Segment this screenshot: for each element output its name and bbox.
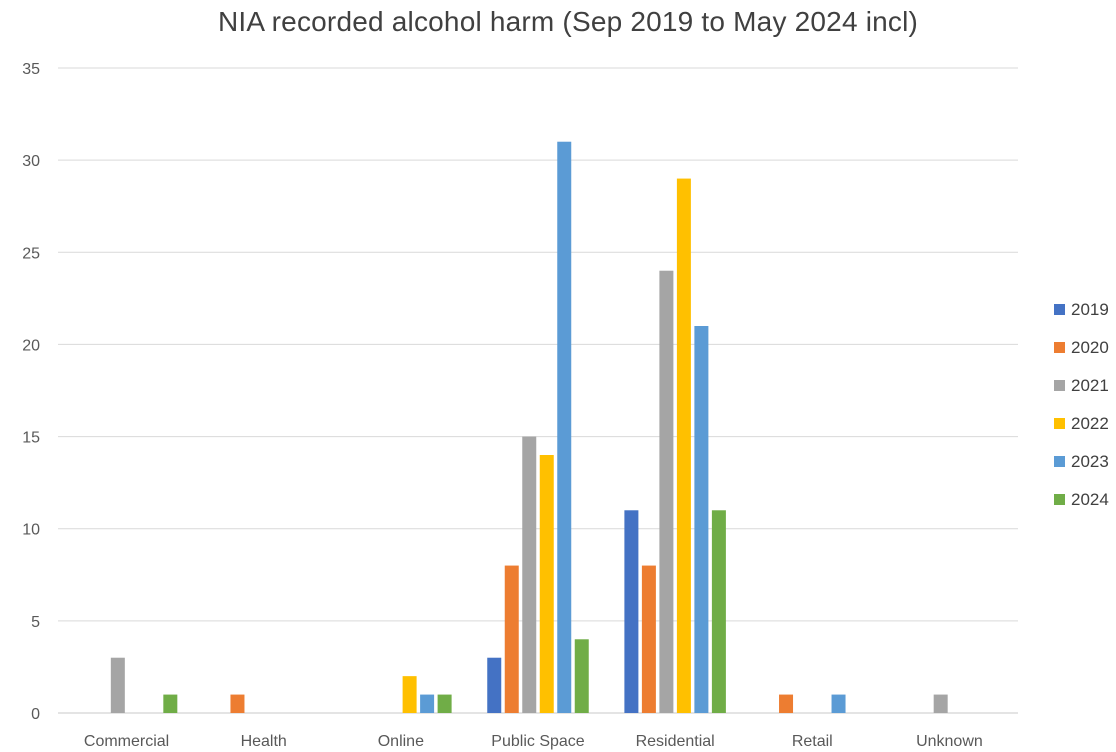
x-tick-label: Health [241,733,287,750]
legend-label: 2021 [1071,376,1109,395]
x-tick-label: Residential [636,733,715,750]
x-tick-label: Retail [792,733,833,750]
bar-2020-public-space [504,565,519,713]
bar-2023-public-space [557,141,572,713]
bar-2021-unknown [933,694,948,713]
gridlines [58,67,1018,714]
bar-2022-residential [676,178,691,714]
bar-2023-online [420,694,435,713]
y-axis: 0 5 10 15 20 25 30 35 [22,61,40,723]
legend-label: 2023 [1071,452,1109,471]
bar-2020-retail [779,694,794,713]
chart-title: NIA recorded alcohol harm (Sep 2019 to M… [217,6,919,37]
bars [110,141,948,714]
legend-label: 2019 [1071,300,1109,319]
bar-2021-commercial [110,657,125,713]
x-tick-label: Unknown [916,733,983,750]
bar-2022-public-space [539,455,554,713]
bar-2020-health [230,694,245,713]
x-tick-label: Online [378,733,424,750]
y-tick-label: 10 [22,522,40,539]
bar-2021-public-space [522,436,537,713]
bar-2019-public-space [487,657,502,713]
legend-swatch [1054,342,1065,353]
bar-2024-residential [711,510,726,713]
y-tick-label: 35 [22,61,40,78]
bar-2020-residential [641,565,656,713]
bar-2021-residential [659,270,674,713]
legend-swatch [1054,456,1065,467]
x-tick-label: Public Space [491,733,584,750]
y-tick-label: 15 [22,430,40,447]
legend-swatch [1054,304,1065,315]
x-tick-label: Commercial [84,733,169,750]
y-tick-label: 30 [22,153,40,170]
bar-2024-commercial [163,694,178,713]
legend-label: 2020 [1071,338,1109,357]
bar-2024-public-space [574,639,589,713]
legend-label: 2024 [1071,490,1109,509]
legend-label: 2022 [1071,414,1109,433]
legend-swatch [1054,380,1065,391]
bar-2019-residential [624,510,639,713]
bar-2022-online [402,676,417,713]
y-tick-label: 25 [22,245,40,262]
x-axis: Commercial Health Online Public Space Reside… [84,733,983,750]
bar-2023-residential [694,326,709,713]
y-tick-label: 20 [22,337,40,354]
bar-2024-online [437,694,452,713]
legend-swatch [1054,418,1065,429]
legend-swatch [1054,494,1065,505]
legend: 2019 2020 2021 2022 2023 2024 [1054,300,1109,509]
y-tick-label: 0 [31,706,40,723]
y-tick-label: 5 [31,614,40,631]
bar-2023-retail [831,694,846,713]
